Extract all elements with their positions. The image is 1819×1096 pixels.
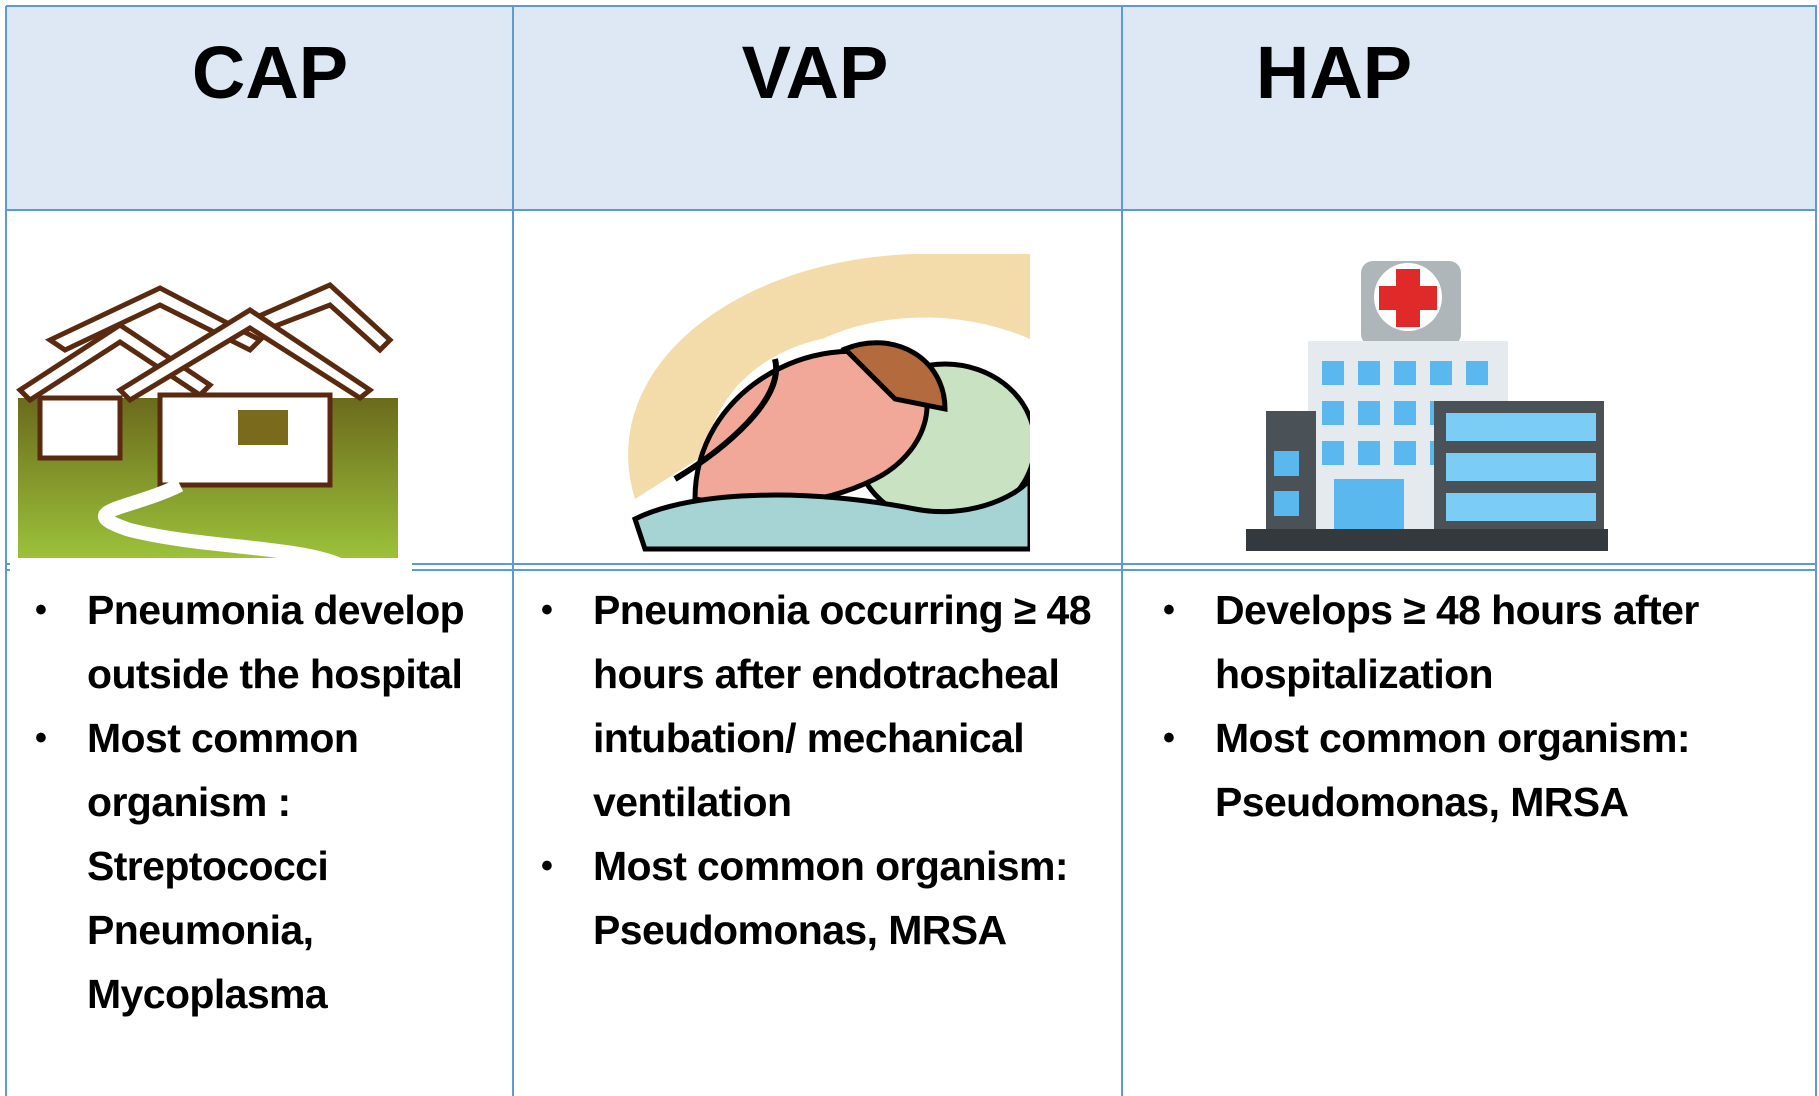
patient-image [628,254,1030,552]
bullet-list: Pneumonia develop outside the hospital M… [29,578,527,1026]
houses-image [10,280,412,572]
border [1121,6,1123,1096]
border [5,6,7,1096]
bullet-item: Pneumonia occurring ≥ 48 hours after end… [541,578,1153,834]
bullet-item: Pneumonia develop outside the hospital [35,578,527,706]
bullet-item: Develops ≥ 48 hours after hospitalizatio… [1163,578,1819,706]
header-cell: HAP [1255,31,1413,114]
header-cell: VAP [741,31,889,114]
bullet-item: Most common organism: Pseudomonas, MRSA [541,834,1153,962]
border [6,209,1817,211]
bullet-list: Pneumonia occurring ≥ 48 hours after end… [535,578,1153,962]
bullet-list: Develops ≥ 48 hours after hospitalizatio… [1157,578,1819,834]
header-cell: CAP [191,31,349,114]
border [6,569,1817,571]
border [512,6,514,1096]
header-row [6,6,1817,210]
bullet-item: Most common organism : Streptococci Pneu… [35,706,527,1026]
border [1815,6,1817,1096]
border [6,5,1817,7]
border [6,563,1817,565]
hospital-image [1246,261,1608,551]
bullet-item: Most common organism: Pseudomonas, MRSA [1163,706,1819,834]
